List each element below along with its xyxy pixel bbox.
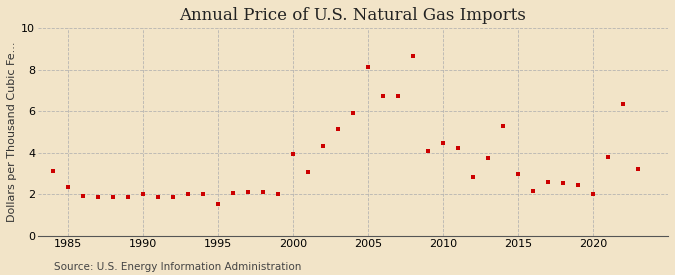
Point (198, 192, 209, 197)
Point (317, 144, 328, 148)
Text: Source: U.S. Energy Information Administration: Source: U.S. Energy Information Administ… (54, 262, 301, 272)
Point (258, 190, 269, 195)
Point (213, 202, 223, 206)
Point (377, 94, 388, 98)
Point (408, 54, 418, 59)
Point (63, 185, 74, 189)
Y-axis label: Dollars per Thousand Cubic Fe...: Dollars per Thousand Cubic Fe... (7, 42, 17, 222)
Point (348, 111, 358, 116)
Point (618, 102, 628, 106)
Point (273, 192, 284, 197)
Point (288, 152, 298, 156)
Point (47, 168, 58, 173)
Point (333, 127, 344, 131)
Point (603, 155, 614, 159)
Point (468, 175, 479, 179)
Point (497, 124, 508, 128)
Point (302, 169, 313, 174)
Point (453, 145, 464, 150)
Point (423, 149, 433, 153)
Point (437, 140, 448, 145)
Point (107, 194, 118, 199)
Point (543, 180, 554, 184)
Point (632, 166, 643, 171)
Point (558, 181, 568, 185)
Point (362, 65, 373, 69)
Title: Annual Price of U.S. Natural Gas Imports: Annual Price of U.S. Natural Gas Imports (180, 7, 526, 24)
Point (78, 193, 88, 198)
Point (512, 172, 523, 176)
Point (588, 192, 599, 197)
Point (393, 94, 404, 98)
Point (167, 194, 178, 199)
Point (242, 190, 253, 195)
Point (483, 156, 493, 160)
Point (138, 192, 148, 197)
Point (572, 183, 583, 187)
Point (123, 194, 134, 199)
Point (92, 194, 103, 199)
Point (153, 194, 163, 199)
Point (528, 189, 539, 194)
Point (227, 191, 238, 196)
Point (182, 192, 193, 197)
